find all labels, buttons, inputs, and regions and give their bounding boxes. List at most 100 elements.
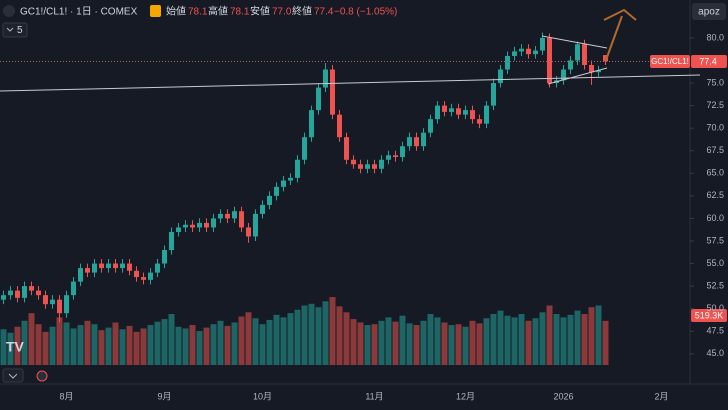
volume-bar [203,327,210,365]
volume-bar [343,312,350,365]
arrow [605,15,623,61]
volume-bar [196,331,203,365]
volume-bar [105,327,112,365]
event-marker[interactable] [36,370,48,382]
volume-bar [539,312,546,365]
y-tick-label: 75.0 [706,77,724,87]
candle-body [491,83,496,106]
candle-body [183,224,188,228]
collapse-button[interactable] [2,368,24,383]
chevron [6,27,14,32]
candle-body [414,137,419,147]
candle-body [519,48,524,52]
volume-bar [189,325,196,365]
volume-bar [84,320,91,365]
candle-body [351,159,356,165]
volume-bar [133,331,140,365]
account-label[interactable]: apoz [698,7,720,18]
low-value: 77.0 [272,7,292,18]
volume-bar [301,305,308,365]
chevron [8,373,18,379]
volume-bar [154,321,161,365]
symbol[interactable]: GC1!/CL1! · 1日 · COMEX [20,7,138,18]
y-tick-label: 80.0 [706,32,724,42]
candle-body [148,272,153,280]
open-value: 78.1 [188,7,208,18]
y-tick-label: 72.5 [706,100,724,110]
candle-body [589,64,594,73]
candle-body [50,299,55,305]
candle-body [8,290,13,296]
volume-bar [532,318,539,365]
symbol-icon[interactable] [3,5,15,17]
y-tick-label: 45.0 [706,348,724,358]
candle-body [141,277,146,280]
candle-body [568,60,573,70]
volume-bar [504,315,511,365]
volume-bar [140,328,147,365]
volume-bar [175,326,182,365]
indicators-toggle[interactable] [2,22,28,38]
candle-body [575,44,580,61]
volume-bar [63,322,70,365]
candle-body [428,119,433,133]
x-tick-label: 12月 [456,391,475,401]
triangle-line [547,67,608,85]
candle-body [246,227,251,237]
volume-bar [581,314,588,365]
change: −0.8 (−1.05%) [334,7,397,18]
volume-bar [371,324,378,365]
candle-body [484,105,489,124]
volume-bar [35,324,42,365]
candle-body [435,105,440,120]
arrow-head [603,8,637,21]
close-label: 終値 [292,5,312,18]
plot [0,32,609,365]
volume-bar [168,314,175,365]
candle-body [176,227,181,232]
volume-bar [56,317,63,365]
candle-body [295,159,300,178]
x-tick-label: 10月 [253,391,272,401]
candle-body [526,48,531,55]
candle-body [386,155,391,160]
volume-bar [329,297,336,365]
candle-body [211,218,216,228]
volume-bar [280,317,287,365]
volume-bar [385,317,392,365]
volume-bar [14,326,21,365]
low-label: 安値 [250,5,270,18]
candle-body [134,270,139,278]
trend-line [0,74,701,92]
volume-bar [448,325,455,365]
volume-bar [364,325,371,365]
volume-bar [476,323,483,365]
candle-body [533,50,538,55]
volume-bar [126,325,133,365]
volume-bar [469,320,476,365]
candle-body [218,213,223,219]
volume-bar [399,315,406,365]
candle-body [197,222,202,228]
candle-body [57,299,62,314]
volume-bar [273,314,280,365]
volume-bar [98,330,105,365]
volume-bar [413,325,420,365]
candle-body [267,195,272,205]
candle-body [449,108,454,112]
candle-body [596,70,601,73]
y-tick-label: 65.0 [706,168,724,178]
candle-body [470,110,475,120]
high-value: 78.1 [230,7,250,18]
volume-tag [691,309,727,322]
candle-body [36,290,41,296]
volume-bar [455,324,462,365]
candle-body [512,51,517,56]
candle-body [316,87,321,111]
candle-body [64,295,69,314]
x-tick-label: 2月 [654,391,668,401]
candle-body [400,146,405,158]
indicator-count[interactable]: 5 [17,25,23,36]
account-button[interactable] [692,3,726,20]
candle-body [337,114,342,138]
